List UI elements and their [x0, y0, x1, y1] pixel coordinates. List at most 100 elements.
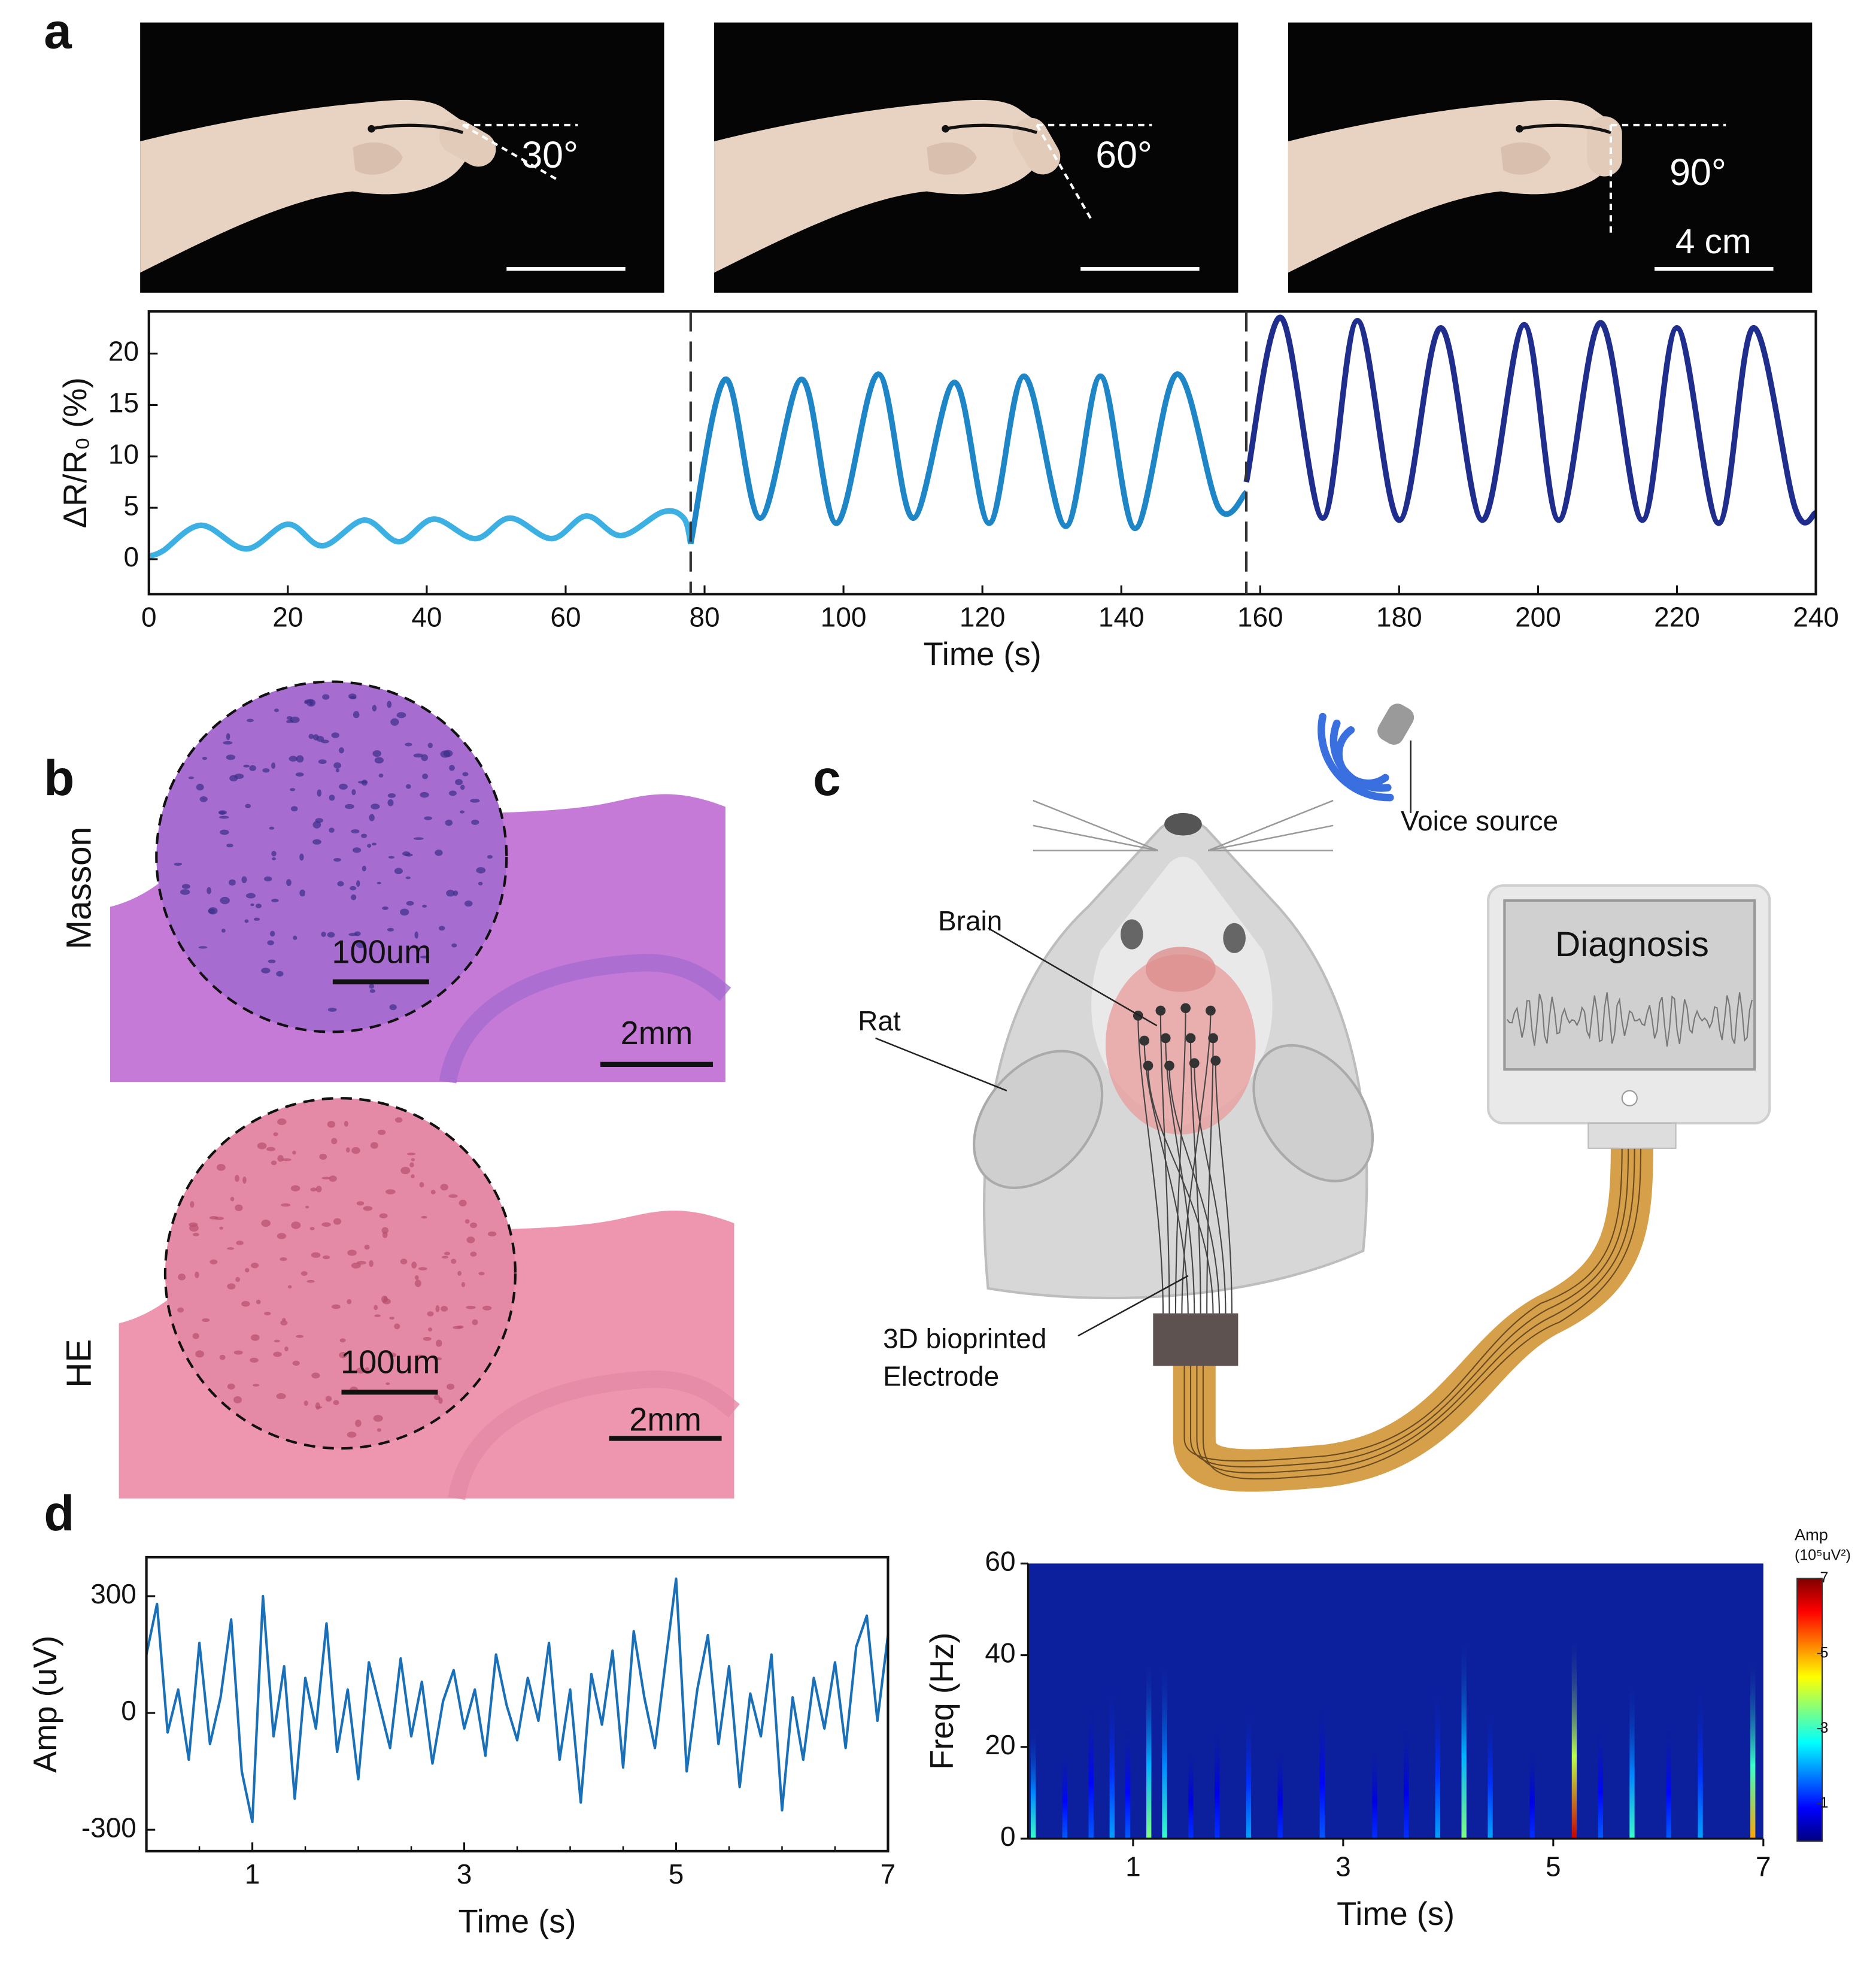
cell [271, 851, 277, 857]
cell [387, 793, 396, 798]
cell [369, 989, 376, 993]
cell [257, 1142, 267, 1150]
cell [351, 894, 357, 900]
cell [250, 1357, 259, 1363]
wire [1168, 1065, 1221, 1316]
cell [255, 903, 262, 908]
cell [455, 779, 463, 786]
cell [471, 819, 479, 825]
cell [272, 857, 277, 860]
cell [321, 932, 326, 937]
cell [209, 1216, 218, 1220]
cell [406, 900, 414, 906]
cell [365, 1367, 370, 1374]
cell [438, 1397, 443, 1404]
y-tick-label: 40 [985, 1638, 1015, 1669]
x-tick-label: 7 [881, 1858, 896, 1890]
cell [333, 1400, 339, 1405]
cell [188, 776, 195, 780]
cell [271, 762, 276, 769]
cell [345, 1147, 350, 1153]
wire [1194, 1063, 1227, 1316]
cell [353, 711, 360, 718]
cell [364, 1244, 370, 1250]
cell [316, 736, 324, 742]
whisker [1033, 824, 1158, 851]
cell [305, 1205, 309, 1209]
cell [388, 1353, 397, 1357]
streak [1698, 1678, 1703, 1839]
x-tick-label: 3 [457, 1858, 472, 1890]
colorbar-tick-label: 1 [1820, 1794, 1829, 1811]
cell [421, 1215, 427, 1219]
cell [181, 884, 190, 889]
cell [333, 762, 341, 769]
cell [487, 855, 493, 859]
cell [414, 1279, 421, 1287]
cell [261, 1220, 271, 1227]
cell [250, 903, 254, 906]
y-tick-label: 15 [108, 387, 139, 419]
x-tick-label: 160 [1237, 601, 1283, 632]
cell [273, 1132, 278, 1136]
x-tick-label: 60 [550, 601, 581, 632]
cell [361, 833, 368, 838]
cell [387, 701, 392, 708]
leader-line [987, 927, 1158, 1027]
cell [349, 886, 357, 891]
cell [241, 876, 247, 884]
cable-line [1189, 1144, 1629, 1468]
cell [251, 1262, 259, 1269]
cell [427, 1327, 433, 1332]
sensor [945, 123, 1037, 134]
cell [333, 1218, 342, 1225]
cell [233, 1350, 243, 1355]
cell [459, 1199, 467, 1206]
inset-outline [155, 680, 508, 1033]
cell [218, 810, 227, 815]
cell [306, 1279, 315, 1283]
cell [327, 1007, 337, 1012]
cell [374, 1314, 381, 1317]
cell [266, 1147, 275, 1152]
cell [362, 865, 367, 872]
cell [356, 940, 366, 948]
streak [1031, 1724, 1036, 1839]
streak [1372, 1746, 1377, 1839]
brain-lobe [1145, 947, 1216, 992]
x-tick-label: 20 [272, 601, 303, 632]
cell [202, 1318, 210, 1323]
cell [415, 1354, 423, 1357]
panel-label: a [44, 3, 72, 59]
cell [422, 773, 429, 780]
waveform [1506, 992, 1753, 1047]
cell [435, 1339, 442, 1347]
cell [381, 1227, 388, 1234]
sensor-dot [1516, 125, 1523, 133]
cell [227, 1247, 235, 1250]
streak [1246, 1701, 1252, 1839]
scale-label: 4 cm [1675, 222, 1751, 261]
cell [227, 1383, 235, 1390]
data-line [148, 508, 694, 559]
cell [256, 1299, 261, 1305]
cell [177, 1307, 184, 1313]
cell [216, 1163, 226, 1171]
inset-scale-label: 100um [332, 933, 431, 970]
cell [438, 926, 445, 931]
x-axis-label: Time (s) [924, 636, 1042, 672]
x-tick-label: 140 [1098, 601, 1145, 632]
cable-line [1202, 1144, 1642, 1480]
tissue-layer [448, 1370, 740, 1500]
cell [487, 1231, 497, 1237]
wire [1181, 1011, 1212, 1316]
cell [261, 968, 271, 974]
cell [277, 1233, 287, 1239]
cell [339, 1338, 346, 1343]
sensor [1519, 123, 1611, 134]
cell [304, 699, 314, 703]
cell [329, 1175, 337, 1182]
sensor-dot [368, 125, 375, 133]
cell [264, 876, 272, 882]
